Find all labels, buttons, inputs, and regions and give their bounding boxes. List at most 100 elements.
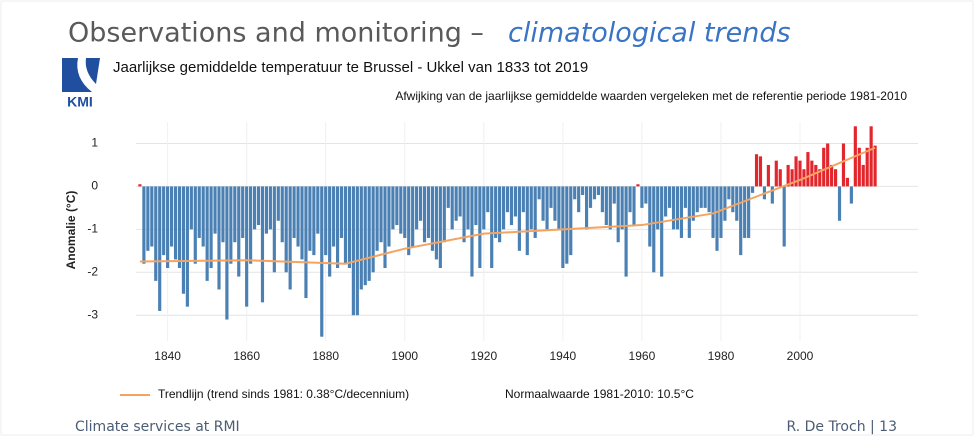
bar bbox=[438, 186, 442, 268]
bar bbox=[482, 186, 486, 230]
bar bbox=[363, 186, 367, 286]
bar bbox=[347, 186, 352, 268]
bar bbox=[873, 145, 877, 187]
bar bbox=[276, 186, 280, 221]
bar bbox=[193, 186, 197, 264]
bar bbox=[494, 186, 498, 238]
bar bbox=[260, 186, 265, 303]
bar bbox=[300, 186, 304, 260]
chart-title: Jaarlijkse gemiddelde temperatuur te Bru… bbox=[113, 59, 588, 76]
bar bbox=[272, 186, 276, 273]
bar bbox=[316, 186, 320, 234]
bar bbox=[640, 186, 644, 208]
bar bbox=[177, 186, 182, 268]
bar bbox=[486, 186, 490, 213]
bar bbox=[822, 147, 826, 187]
bar bbox=[537, 186, 541, 200]
bar bbox=[683, 186, 687, 208]
bar bbox=[569, 186, 573, 256]
bar bbox=[209, 186, 213, 268]
bar bbox=[142, 186, 146, 264]
bar bbox=[711, 186, 715, 238]
bar bbox=[375, 186, 379, 251]
bar bbox=[458, 186, 462, 217]
bar bbox=[442, 186, 446, 243]
bar bbox=[656, 186, 660, 230]
bar bbox=[545, 186, 549, 230]
bar bbox=[146, 186, 150, 251]
bar bbox=[169, 186, 174, 247]
x-tick-label: 1880 bbox=[312, 349, 339, 363]
bar bbox=[415, 186, 419, 230]
bar bbox=[490, 186, 494, 268]
bar bbox=[786, 164, 790, 187]
bar bbox=[758, 156, 763, 187]
bar bbox=[351, 186, 355, 316]
trend-line bbox=[139, 146, 876, 265]
bar bbox=[249, 186, 253, 264]
bar bbox=[577, 186, 581, 213]
bar bbox=[553, 186, 557, 221]
bar bbox=[328, 186, 332, 277]
bar bbox=[814, 164, 818, 187]
bar bbox=[596, 186, 601, 195]
bar bbox=[699, 186, 703, 208]
bar bbox=[355, 186, 359, 316]
slide-title-emphasis: climatological trends bbox=[508, 18, 791, 49]
bar bbox=[620, 186, 624, 230]
bar bbox=[743, 186, 747, 238]
bar bbox=[581, 186, 585, 195]
bar bbox=[450, 186, 454, 230]
bar bbox=[399, 186, 403, 234]
bar bbox=[561, 186, 565, 268]
bar bbox=[308, 186, 312, 251]
bar bbox=[233, 186, 237, 243]
bar bbox=[256, 186, 261, 226]
bar bbox=[739, 186, 743, 256]
bar bbox=[794, 156, 798, 187]
bar bbox=[679, 186, 684, 238]
bar bbox=[667, 186, 672, 208]
bar bbox=[529, 186, 533, 230]
bar bbox=[727, 186, 731, 200]
bar bbox=[644, 186, 648, 204]
bar bbox=[498, 186, 502, 243]
bar bbox=[664, 186, 668, 217]
bar bbox=[533, 186, 537, 238]
bar bbox=[521, 186, 525, 213]
bar bbox=[268, 186, 272, 230]
x-tick-label: 1900 bbox=[391, 349, 418, 363]
bar bbox=[264, 186, 269, 234]
bar bbox=[731, 186, 735, 213]
bar bbox=[628, 186, 632, 213]
bar bbox=[284, 186, 288, 273]
bar bbox=[857, 147, 861, 187]
bar bbox=[565, 186, 569, 264]
bar bbox=[181, 186, 186, 294]
bar bbox=[430, 186, 435, 251]
bar bbox=[707, 186, 711, 213]
bar bbox=[806, 152, 810, 187]
bar bbox=[474, 186, 478, 226]
bar bbox=[691, 186, 695, 221]
bar bbox=[782, 186, 786, 247]
bar bbox=[675, 186, 680, 230]
bar bbox=[201, 186, 205, 247]
y-tick-label: 0 bbox=[91, 179, 98, 193]
bar bbox=[715, 186, 719, 251]
bar bbox=[774, 160, 778, 187]
bar bbox=[541, 186, 545, 221]
bar bbox=[339, 186, 344, 238]
logo-shape bbox=[62, 58, 100, 92]
bar bbox=[241, 186, 245, 238]
x-tick-label: 1920 bbox=[470, 349, 497, 363]
bar bbox=[304, 186, 308, 299]
x-tick-label: 1840 bbox=[154, 349, 181, 363]
bar bbox=[632, 186, 636, 226]
bar bbox=[747, 186, 751, 238]
bar bbox=[573, 186, 577, 200]
bar bbox=[418, 186, 423, 221]
bar bbox=[723, 186, 727, 221]
bar bbox=[229, 186, 233, 264]
